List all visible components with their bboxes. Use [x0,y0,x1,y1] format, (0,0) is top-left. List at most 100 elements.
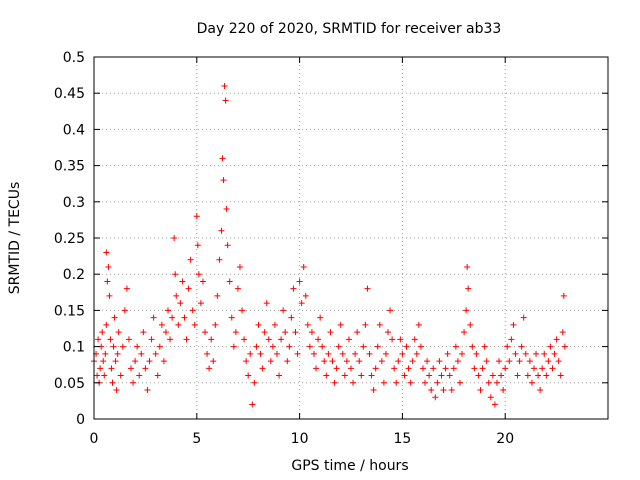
data-point [555,358,562,365]
data-point [362,321,369,328]
data-point [448,387,455,394]
data-point [245,372,252,379]
data-point [417,343,424,350]
data-point [156,343,163,350]
data-point [372,365,379,372]
data-point [530,365,537,372]
data-point [419,365,426,372]
x-tick-label: 0 [90,431,99,447]
data-point [415,321,422,328]
data-point [284,358,291,365]
data-point [409,358,416,365]
data-point [239,307,246,314]
data-point [504,343,511,350]
data-point [456,379,463,386]
data-point [454,358,461,365]
data-point [559,329,566,336]
data-point [216,256,223,263]
data-point [181,314,188,321]
data-point [374,343,381,350]
data-point [473,350,480,357]
data-point [440,387,447,394]
data-point [464,263,471,270]
y-tick-label: 0.25 [54,231,85,247]
data-point [500,387,507,394]
data-point [189,307,196,314]
data-point [489,372,496,379]
data-point [424,358,431,365]
data-point [111,314,118,321]
data-point [313,365,320,372]
data-point [134,343,141,350]
data-point [405,365,412,372]
y-tick-label: 0.5 [63,50,85,66]
data-point [259,365,266,372]
data-point [169,314,176,321]
data-point [411,336,418,343]
data-point [491,401,498,408]
y-tick-label: 0.3 [63,195,85,211]
data-point [121,307,128,314]
data-point [232,329,239,336]
data-point [110,343,117,350]
data-point [241,336,248,343]
data-point [327,329,334,336]
x-tick-label: 15 [393,431,411,447]
data-point [265,336,272,343]
data-point [210,358,217,365]
y-tick-label: 0.05 [54,376,85,392]
data-point [278,336,285,343]
data-point [253,343,260,350]
data-point [123,285,130,292]
data-point [162,329,169,336]
data-point [243,358,250,365]
data-point [422,379,429,386]
data-point [300,263,307,270]
data-point [319,343,326,350]
data-point [382,350,389,357]
data-point [364,285,371,292]
data-point [154,372,161,379]
data-point [218,227,225,234]
data-point [477,387,484,394]
data-point [434,379,441,386]
data-point [298,300,305,307]
data-point [158,321,165,328]
data-point [273,350,280,357]
y-tick-label: 0.35 [54,159,85,175]
data-point [430,365,437,372]
data-point [510,321,517,328]
data-point [224,242,231,249]
data-point [524,372,531,379]
y-tick-label: 0.15 [54,303,85,319]
data-point [114,350,121,357]
data-point [228,314,235,321]
data-point [543,372,550,379]
data-point [553,336,560,343]
data-point [356,358,363,365]
data-point [185,285,192,292]
data-point [304,321,311,328]
x-tick-label: 10 [291,431,309,447]
data-point [302,292,309,299]
data-point [109,379,116,386]
data-point [345,336,352,343]
data-point [99,329,106,336]
data-point [393,379,400,386]
data-point [292,329,299,336]
data-point [493,379,500,386]
data-point [366,350,373,357]
data-point [508,336,515,343]
data-point [333,365,340,372]
data-point [325,350,332,357]
data-point [128,365,135,372]
data-point [446,372,453,379]
data-point [547,343,554,350]
data-point [516,358,523,365]
data-point [450,365,457,372]
data-point [101,372,108,379]
data-point [296,278,303,285]
data-point [487,394,494,401]
data-point [339,350,346,357]
data-point [397,336,404,343]
